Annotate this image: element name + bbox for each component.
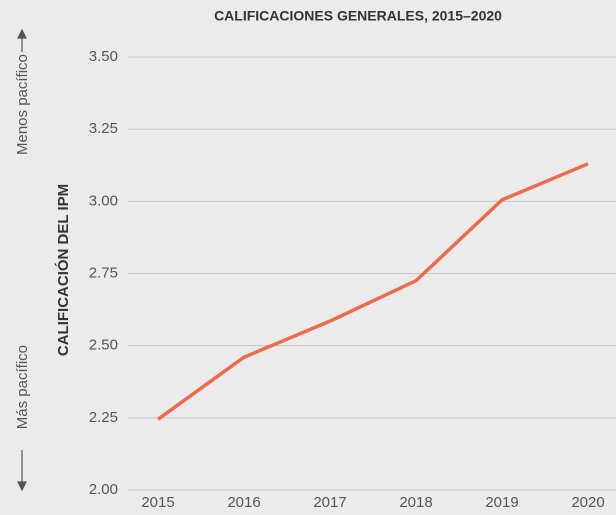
y-tick-label: 3.50	[89, 48, 118, 65]
x-tick-label: 2016	[227, 494, 260, 511]
x-tick-label: 2019	[485, 494, 518, 511]
chart-title: CALIFICACIONES GENERALES, 2015–2020	[214, 8, 502, 24]
y-tick-label: 3.25	[89, 120, 118, 137]
x-tick-label: 2015	[141, 494, 174, 511]
y-tick-label: 2.25	[89, 409, 118, 426]
y-tick-label: 3.00	[89, 192, 118, 209]
annotation: Más pacífico	[14, 345, 31, 429]
x-tick-label: 2017	[313, 494, 346, 511]
y-tick-label: 2.50	[89, 337, 118, 354]
y-tick-label: 2.00	[89, 481, 118, 498]
y-axis-label: CALIFICACIÓN DEL IPM	[54, 184, 72, 356]
data-line	[156, 162, 589, 421]
x-tick-label: 2020	[571, 494, 604, 511]
y-tick-label: 2.75	[89, 264, 118, 281]
annotation: Menos pacífico	[14, 54, 31, 155]
arrows	[17, 28, 27, 492]
x-tick-label: 2018	[399, 494, 432, 511]
